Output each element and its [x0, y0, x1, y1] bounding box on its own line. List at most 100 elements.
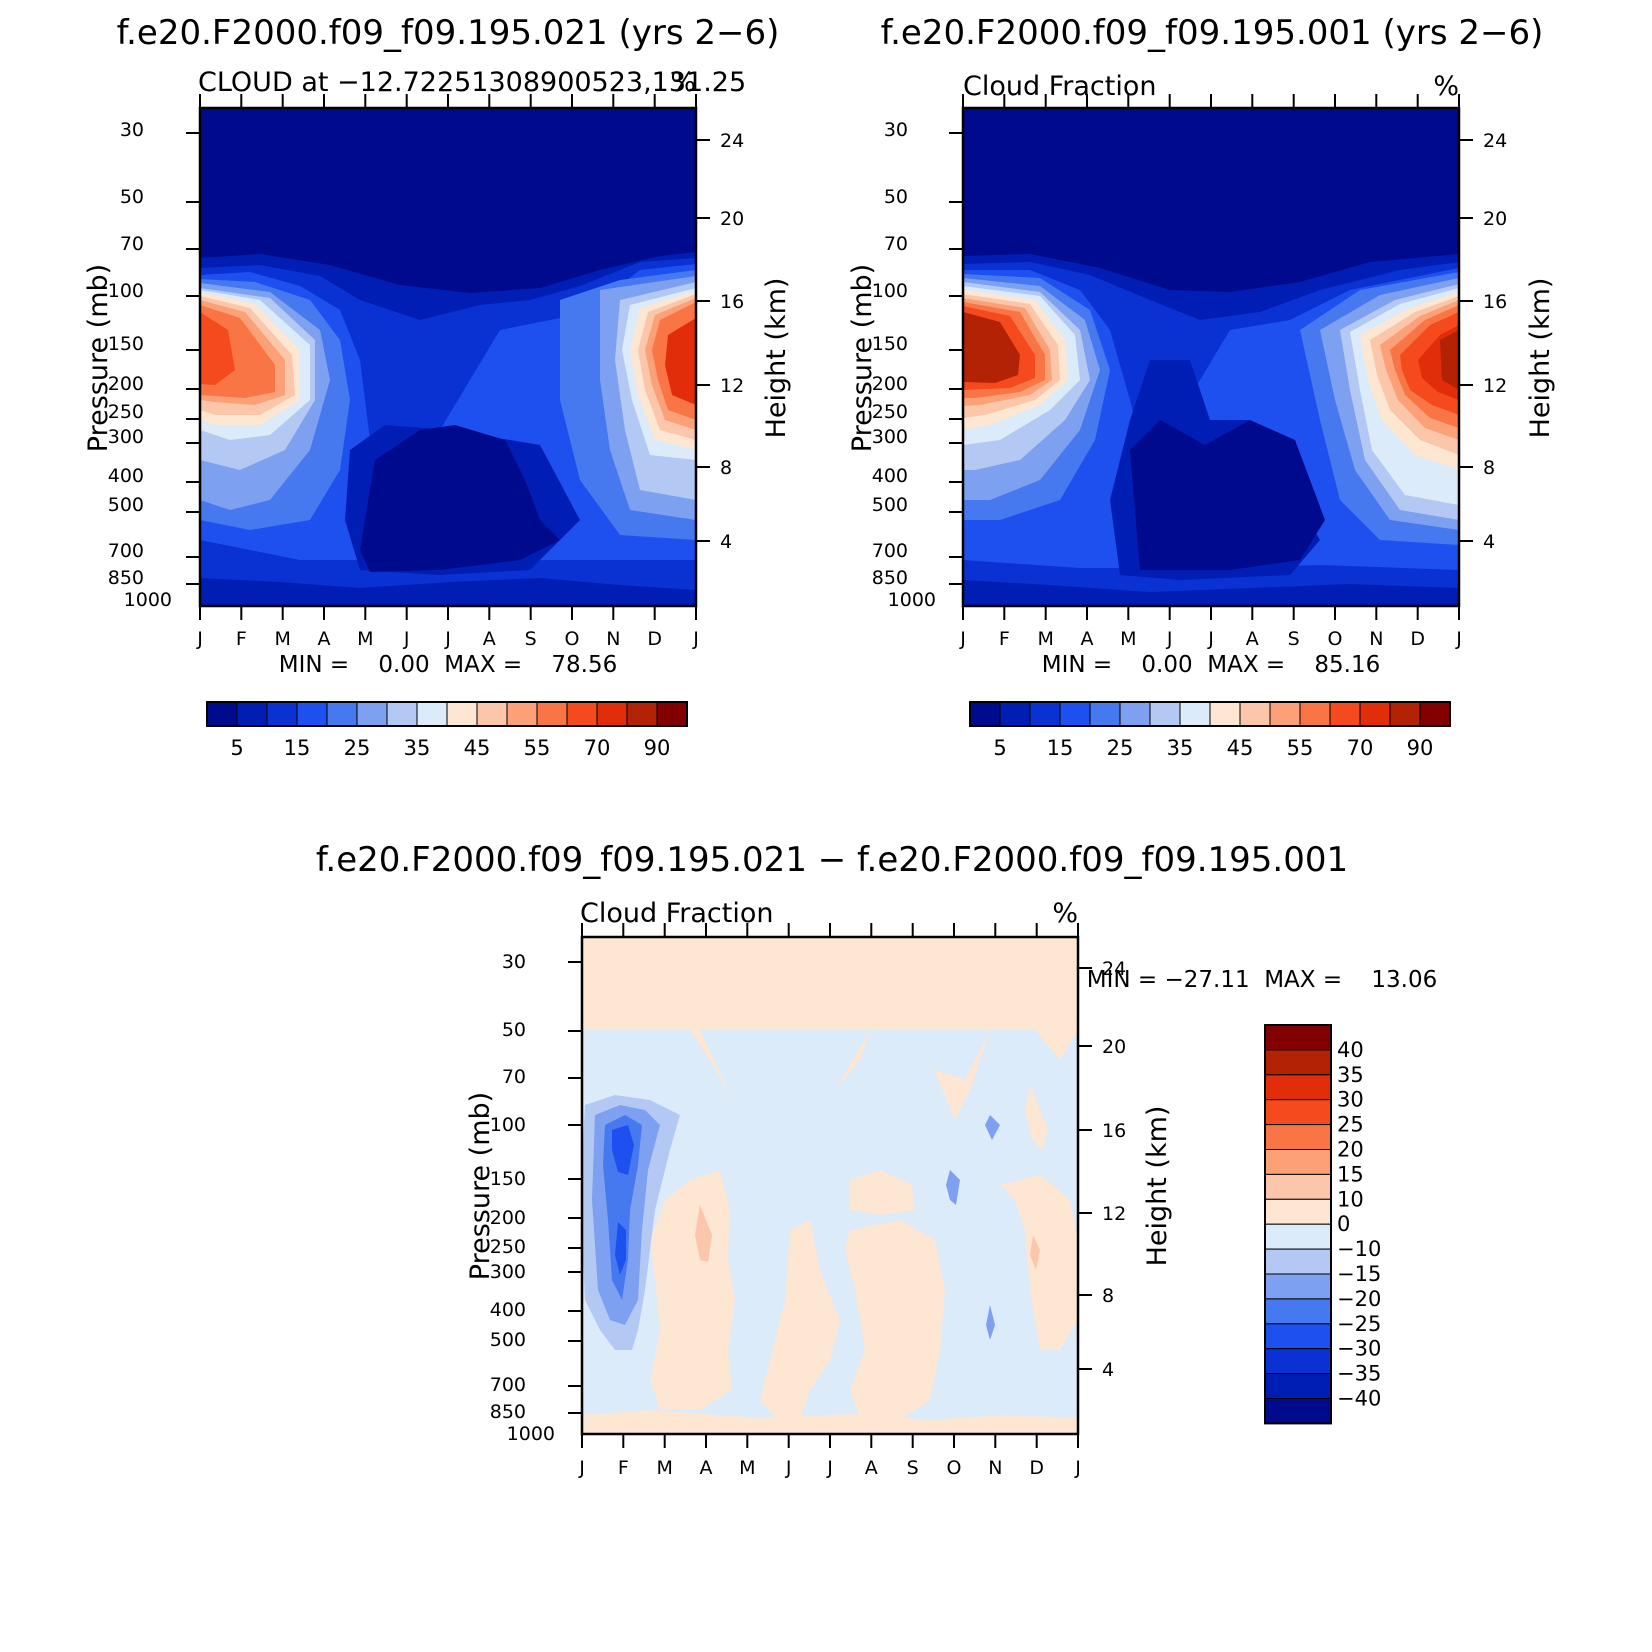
panel-0-ytick: 300 [108, 426, 144, 448]
panel-1-ytick: 400 [872, 465, 908, 487]
colorbar-swatch [1264, 1074, 1332, 1101]
colorbar-swatch [1264, 1248, 1332, 1275]
colorbar-frame [206, 701, 688, 727]
panel-0-xticks [199, 94, 697, 620]
panel-1-xtick: A [1081, 628, 1094, 650]
colorbar-swatch [1359, 701, 1391, 727]
colorbar-swatch [1329, 701, 1361, 727]
panel-0-ytick: 70 [120, 233, 144, 255]
panel-0-ytick-right: 12 [720, 375, 744, 397]
colorbar-label: 15 [1337, 1162, 1364, 1186]
panel-1-ytick: 70 [884, 233, 908, 255]
colorbar-swatch [1299, 701, 1331, 727]
panel-2-xtick: A [865, 1457, 878, 1479]
panel-1-ytick: 50 [884, 186, 908, 208]
colorbar-swatch [1179, 701, 1211, 727]
colorbar-swatch [356, 701, 388, 727]
panel-0-ytick-right: 4 [720, 531, 732, 553]
colorbar-swatch [1264, 1024, 1332, 1051]
panel-0-xtick: S [525, 628, 537, 650]
panel-1-ytick: 30 [884, 119, 908, 141]
panel-2-ytick: 850 [490, 1401, 526, 1423]
panel-1-ytick: 150 [872, 333, 908, 355]
panel-0-field [200, 108, 696, 606]
colorbar-swatch [596, 701, 628, 727]
colorbar-swatch [1264, 1348, 1332, 1375]
panel-2-ytick: 250 [490, 1236, 526, 1258]
panel-2-xtick: M [656, 1457, 672, 1479]
colorbar-swatch [1209, 701, 1241, 727]
panel-2-xtick: D [1029, 1457, 1044, 1479]
panel-1-xtick: M [1120, 628, 1136, 650]
panel-0-colorbar: 5 15 25 35 45 55 70 90 [206, 701, 688, 760]
panel-1-ytick-right: 12 [1483, 375, 1507, 397]
panel-1-subtitle-left: Cloud Fraction [963, 71, 1156, 102]
panel-2-ytick: 70 [502, 1066, 526, 1088]
panel-0-minmax: MIN = 0.00 MAX = 78.56 [279, 652, 618, 678]
colorbar-label: −20 [1337, 1287, 1381, 1311]
colorbar-label: 45 [1227, 736, 1254, 760]
colorbar-swatch [476, 701, 508, 727]
panel-2-ytick-right: 12 [1102, 1203, 1126, 1225]
colorbar-label: 25 [1337, 1113, 1364, 1137]
colorbar-label: −40 [1337, 1387, 1381, 1411]
panel-2-xticks [581, 923, 1079, 1448]
panel-1-xtick: D [1410, 628, 1425, 650]
panel-1-xtick: N [1369, 628, 1383, 650]
panel-1-xtick: S [1288, 628, 1300, 650]
colorbar-swatch [296, 701, 328, 727]
panel-0-xtick: J [196, 628, 203, 650]
panel-2-xtick: A [700, 1457, 713, 1479]
panel-2-xtick: J [1074, 1457, 1081, 1479]
panel-2: f.e20.F2000.f09_f09.195.021 − f.e20.F200… [316, 840, 1437, 1479]
colorbar-label: 10 [1337, 1187, 1364, 1211]
colorbar-swatch [1264, 1049, 1332, 1076]
panel-1-field [963, 108, 1459, 606]
colorbar-swatch [1264, 1373, 1332, 1399]
colorbar-swatch [1269, 701, 1301, 727]
colorbar-swatch [999, 701, 1031, 727]
panel-0-ytick: 150 [108, 333, 144, 355]
panel-1-colorbar: 5 15 25 35 45 55 70 90 [969, 701, 1451, 760]
colorbar-swatch [566, 701, 598, 727]
colorbar-swatch [1264, 1323, 1332, 1350]
colorbar-swatch [1264, 1298, 1332, 1325]
panel-1-xtick: M [1037, 628, 1053, 650]
colorbar-swatch [266, 701, 298, 727]
panel-2-minmax: MIN = −27.11 MAX = 13.06 [1087, 967, 1437, 993]
panel-1-xtick: J [1207, 628, 1214, 650]
panel-1-ytick: 100 [872, 280, 908, 302]
panel-0-ytick: 100 [108, 280, 144, 302]
colorbar-swatch [656, 701, 688, 727]
colorbar-label: 0 [1337, 1212, 1350, 1236]
panel-0-ytick-right: 16 [720, 291, 744, 313]
colorbar-swatch [1119, 701, 1151, 727]
colorbar-swatch [326, 701, 358, 727]
panel-0-ytick: 50 [120, 186, 144, 208]
panel-2-ytick: 700 [490, 1374, 526, 1396]
panel-2-ytick: 200 [490, 1207, 526, 1229]
colorbar-label: 70 [584, 736, 611, 760]
panel-0-ytick-right: 20 [720, 208, 744, 230]
colorbar-label: 15 [1047, 736, 1074, 760]
panel-1-xtick: F [999, 628, 1010, 650]
panel-1-subtitle-right: % [1433, 71, 1459, 102]
panel-2-ylabel-right: Height (km) [1142, 1106, 1173, 1267]
panel-0-xtick: M [357, 628, 373, 650]
panel-1-ytick-right: 4 [1483, 531, 1495, 553]
panel-2-title: f.e20.F2000.f09_f09.195.021 − f.e20.F200… [316, 840, 1348, 880]
panel-0-title: f.e20.F2000.f09_f09.195.021 (yrs 2−6) [117, 13, 780, 53]
panel-0-xtick: N [606, 628, 620, 650]
panel-1-xticks [962, 94, 1460, 620]
panel-0-ytick: 400 [108, 465, 144, 487]
panel-2-ytick-right: 8 [1102, 1285, 1114, 1307]
panel-2-ytick-right: 24 [1102, 958, 1126, 980]
panel-0-xtick: F [236, 628, 247, 650]
panel-1-title: f.e20.F2000.f09_f09.195.001 (yrs 2−6) [881, 13, 1544, 53]
colorbar-label: −25 [1337, 1312, 1381, 1336]
panel-2-ytick: 300 [490, 1261, 526, 1283]
colorbar-frame [969, 701, 1451, 727]
colorbar-label: 55 [524, 736, 551, 760]
